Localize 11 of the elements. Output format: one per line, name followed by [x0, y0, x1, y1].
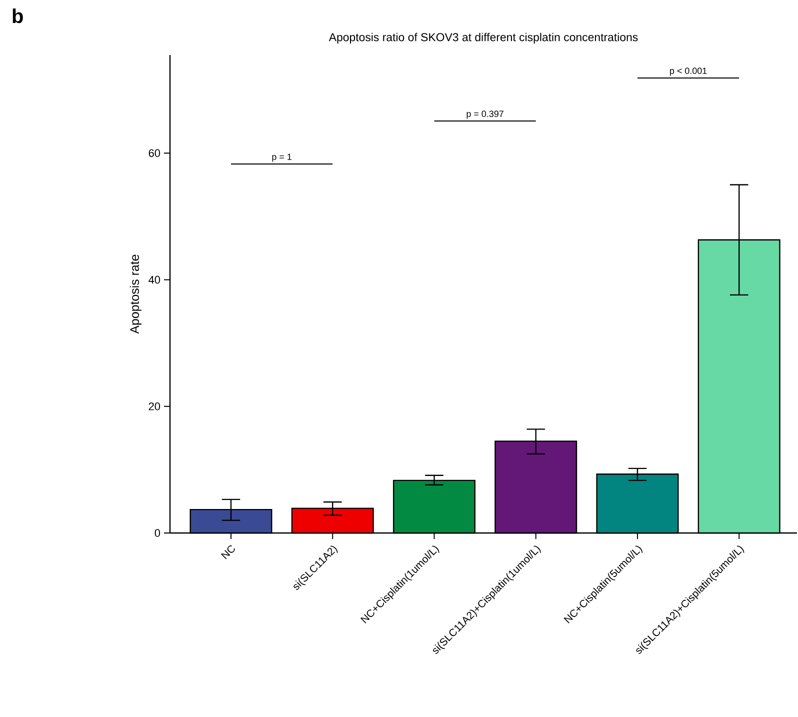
y-tick-label: 40: [148, 276, 160, 284]
x-tick-label: NC: [220, 545, 235, 560]
chart-title: Apoptosis ratio of SKOV3 at different cisplatin concentrations: [328, 32, 638, 44]
y-tick-label: 20: [148, 402, 160, 410]
annotation: p < 0.001: [670, 68, 707, 76]
y-tick-label: 0: [154, 529, 160, 537]
y-axis-title: Apoptosis rate: [130, 254, 142, 334]
annotation: p = 0.397: [466, 110, 504, 119]
text: b: [12, 8, 23, 24]
y-tick-label: 60: [148, 149, 160, 158]
annotation: p = 1: [272, 154, 292, 162]
